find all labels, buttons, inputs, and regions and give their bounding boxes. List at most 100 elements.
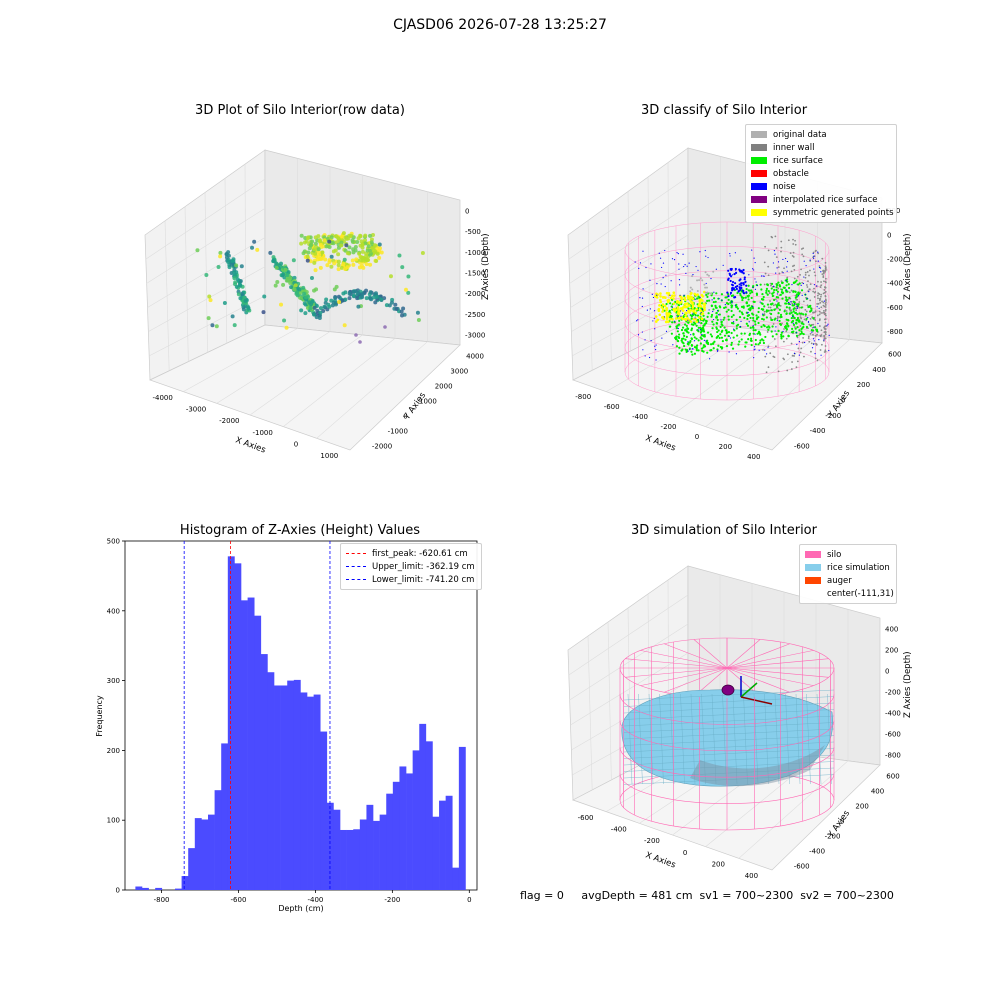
class-point: [677, 309, 681, 313]
class-point: [725, 296, 728, 299]
legend-item-obstacle: obstacle: [751, 167, 891, 180]
legend-item-lower-limit: Lower_limit: -741.20 cm: [346, 573, 476, 586]
class-point: [765, 287, 769, 291]
class-point: [704, 286, 707, 289]
class-point: [644, 339, 646, 341]
class-point: [712, 347, 715, 350]
class-point: [684, 338, 687, 341]
class-point: [792, 290, 795, 293]
class-point: [704, 249, 706, 252]
data-point: [279, 261, 284, 266]
y-tick-label: -200: [825, 833, 841, 841]
class-point: [734, 304, 736, 306]
silo-top-spoke: [726, 643, 791, 669]
class-point: [688, 297, 692, 300]
class-point: [801, 253, 804, 256]
raw-plot-title: 3D Plot of Silo Interior(row data): [195, 103, 405, 118]
class-point: [787, 335, 790, 338]
class-point: [723, 326, 726, 329]
class-point: [797, 295, 800, 297]
class-point: [824, 295, 827, 298]
class-point: [824, 321, 827, 324]
class-point: [750, 343, 753, 347]
class-point: [820, 354, 822, 356]
raw-plot-points: [195, 231, 425, 344]
class-point: [782, 330, 784, 333]
class-point: [814, 274, 817, 277]
class-point: [689, 292, 693, 296]
y-tick-label: 2000: [435, 383, 453, 391]
class-point: [691, 301, 694, 304]
class-point: [763, 261, 766, 264]
data-point: [400, 313, 405, 318]
class-point: [678, 268, 680, 270]
data-point: [222, 300, 227, 305]
data-point: [318, 242, 323, 247]
surface-mesh-line: [816, 693, 822, 785]
class-point: [773, 298, 776, 302]
class-point: [788, 312, 791, 315]
class-point: [775, 256, 778, 259]
class-point: [686, 296, 690, 300]
data-point: [354, 333, 358, 337]
classify-plot-points: [634, 235, 830, 374]
class-point: [811, 326, 814, 329]
class-point: [793, 301, 796, 304]
class-point: [705, 321, 708, 325]
class-point: [774, 298, 777, 301]
class-point: [786, 318, 790, 322]
class-point: [820, 284, 823, 287]
class-point: [824, 302, 827, 305]
silo-top-spoke: [726, 667, 791, 693]
y-tick-label: 600: [886, 773, 899, 781]
class-point: [775, 333, 778, 336]
data-point: [345, 251, 350, 256]
class-point: [782, 335, 785, 338]
data-point: [317, 238, 322, 243]
class-point: [795, 322, 798, 325]
class-point: [823, 311, 826, 314]
class-point: [663, 304, 667, 308]
data-point: [232, 323, 237, 328]
class-point: [790, 321, 793, 324]
x-tick-label: -3000: [186, 406, 206, 414]
class-point: [790, 316, 793, 320]
surface-mesh-line: [623, 728, 835, 740]
class-point: [773, 356, 776, 358]
class-point: [765, 316, 768, 319]
data-point: [280, 273, 285, 278]
class-point: [747, 298, 750, 301]
class-point: [675, 338, 678, 341]
z-tick-label: 400: [885, 626, 898, 634]
data-point: [351, 247, 356, 252]
class-point: [767, 366, 770, 369]
class-point: [743, 316, 746, 319]
x-tick-label: -600: [604, 403, 620, 411]
data-point: [366, 244, 371, 249]
class-point: [785, 306, 788, 309]
data-point: [324, 244, 329, 249]
simulation-silo-front: [619, 668, 835, 831]
class-point: [707, 299, 711, 302]
class-point: [796, 275, 799, 278]
class-point: [799, 273, 802, 276]
class-point: [685, 335, 688, 338]
class-point: [824, 331, 827, 334]
data-point: [317, 316, 322, 321]
class-point: [716, 318, 719, 322]
class-point: [776, 317, 779, 320]
class-point: [700, 317, 704, 321]
data-point: [373, 291, 378, 296]
histogram-bar: [320, 731, 328, 890]
class-point: [733, 329, 736, 332]
class-point: [700, 337, 703, 340]
class-point: [644, 355, 646, 357]
class-point: [780, 337, 783, 340]
data-point: [218, 254, 223, 259]
class-point: [753, 349, 755, 351]
class-point: [786, 266, 788, 268]
class-point: [664, 320, 668, 324]
class-point: [700, 327, 703, 331]
class-point: [802, 332, 805, 336]
